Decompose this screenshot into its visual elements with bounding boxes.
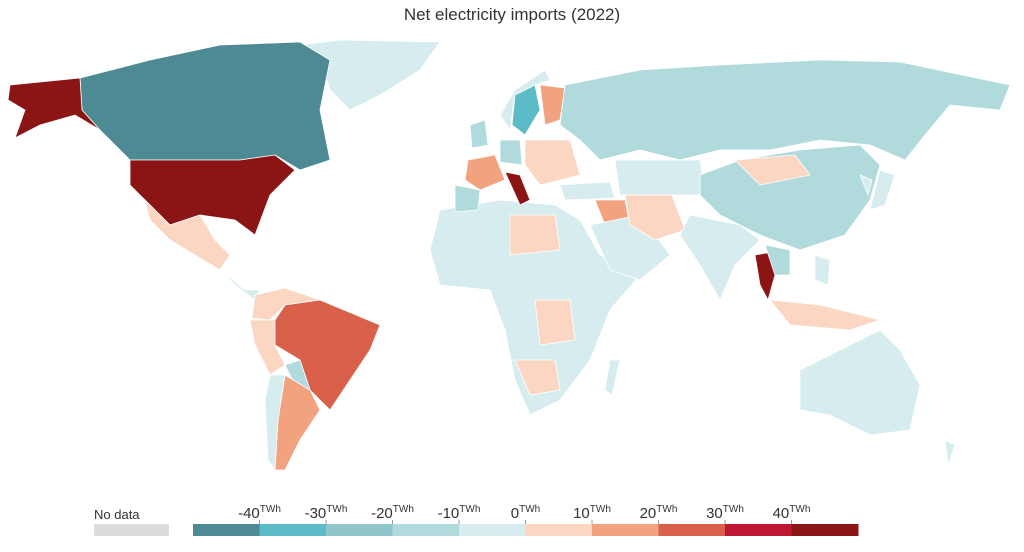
tick-value: -20: [371, 505, 393, 522]
legend-swatch: [725, 524, 792, 536]
tick-value: -10: [438, 505, 460, 522]
country: [814, 254, 831, 286]
no-data-label: No data: [94, 507, 140, 522]
country: [144, 198, 231, 271]
country: [604, 359, 621, 396]
country: [559, 181, 616, 201]
country: [7, 77, 101, 139]
tick-unit: TWh: [519, 504, 540, 515]
legend-tick-label: -10TWh: [438, 504, 481, 522]
country: [869, 169, 896, 211]
tick-unit: TWh: [393, 504, 414, 515]
country: [511, 84, 541, 136]
legend-tick-label: 30TWh: [706, 504, 744, 522]
country: [769, 299, 882, 331]
legend-tick-label: 20TWh: [640, 504, 678, 522]
country: [499, 69, 551, 132]
country: [764, 244, 791, 276]
legend-tick-label: 40TWh: [773, 504, 811, 522]
tick-unit: TWh: [260, 504, 281, 515]
legend-swatch: [592, 524, 659, 536]
tick-value: 0: [511, 505, 519, 522]
legend-swatch: [459, 524, 526, 536]
country: [799, 329, 921, 436]
country: [79, 41, 331, 171]
country: [264, 374, 286, 472]
legend-swatch: [525, 524, 593, 536]
legend-swatch: [392, 524, 460, 536]
country: [469, 119, 489, 149]
tick-unit: TWh: [326, 504, 347, 515]
country: [859, 174, 873, 197]
country: [524, 139, 581, 186]
tick-unit: TWh: [459, 504, 480, 515]
legend-tick-label: -20TWh: [371, 504, 414, 522]
legend-swatch: [658, 524, 726, 536]
tick-value: 20: [640, 505, 657, 522]
tick-value: -30: [305, 505, 327, 522]
legend: No data -40TWh -30TWh -20TWh -10TWh 0TWh 10TW…: [94, 504, 859, 536]
legend-tick-label: -30TWh: [305, 504, 348, 522]
legend-tick-label: -40TWh: [238, 504, 281, 522]
country: [559, 59, 1011, 161]
legend-swatch: [259, 524, 327, 536]
no-data-swatch: [94, 524, 169, 536]
legend-swatch: [326, 524, 393, 536]
country: [514, 359, 561, 396]
tick-value: 40: [773, 505, 790, 522]
country: [454, 184, 481, 213]
country: [429, 199, 641, 416]
country: [509, 214, 561, 256]
country: [129, 154, 296, 236]
tick-unit: TWh: [656, 504, 677, 515]
tick-value: -40: [238, 505, 260, 522]
country: [534, 299, 576, 346]
tick-value: 10: [573, 505, 590, 522]
legend-swatch: [193, 524, 260, 536]
country: [219, 269, 261, 301]
country: [539, 84, 566, 126]
tick-unit: TWh: [590, 504, 611, 515]
country: [464, 154, 506, 191]
country: [679, 214, 761, 301]
country: [504, 171, 531, 206]
map-title: Net electricity imports (2022): [404, 5, 620, 24]
country: [274, 299, 381, 411]
tick-value: 30: [706, 505, 723, 522]
legend-tick-label: 0TWh: [511, 504, 540, 522]
legend-swatch: [791, 524, 859, 536]
legend-tick-label: 10TWh: [573, 504, 611, 522]
tick-unit: TWh: [723, 504, 744, 515]
world-map: [7, 39, 1011, 472]
country: [499, 139, 523, 166]
country: [699, 144, 881, 251]
tick-unit: TWh: [789, 504, 810, 515]
country: [944, 439, 956, 466]
country: [614, 159, 706, 196]
country: [734, 154, 811, 186]
